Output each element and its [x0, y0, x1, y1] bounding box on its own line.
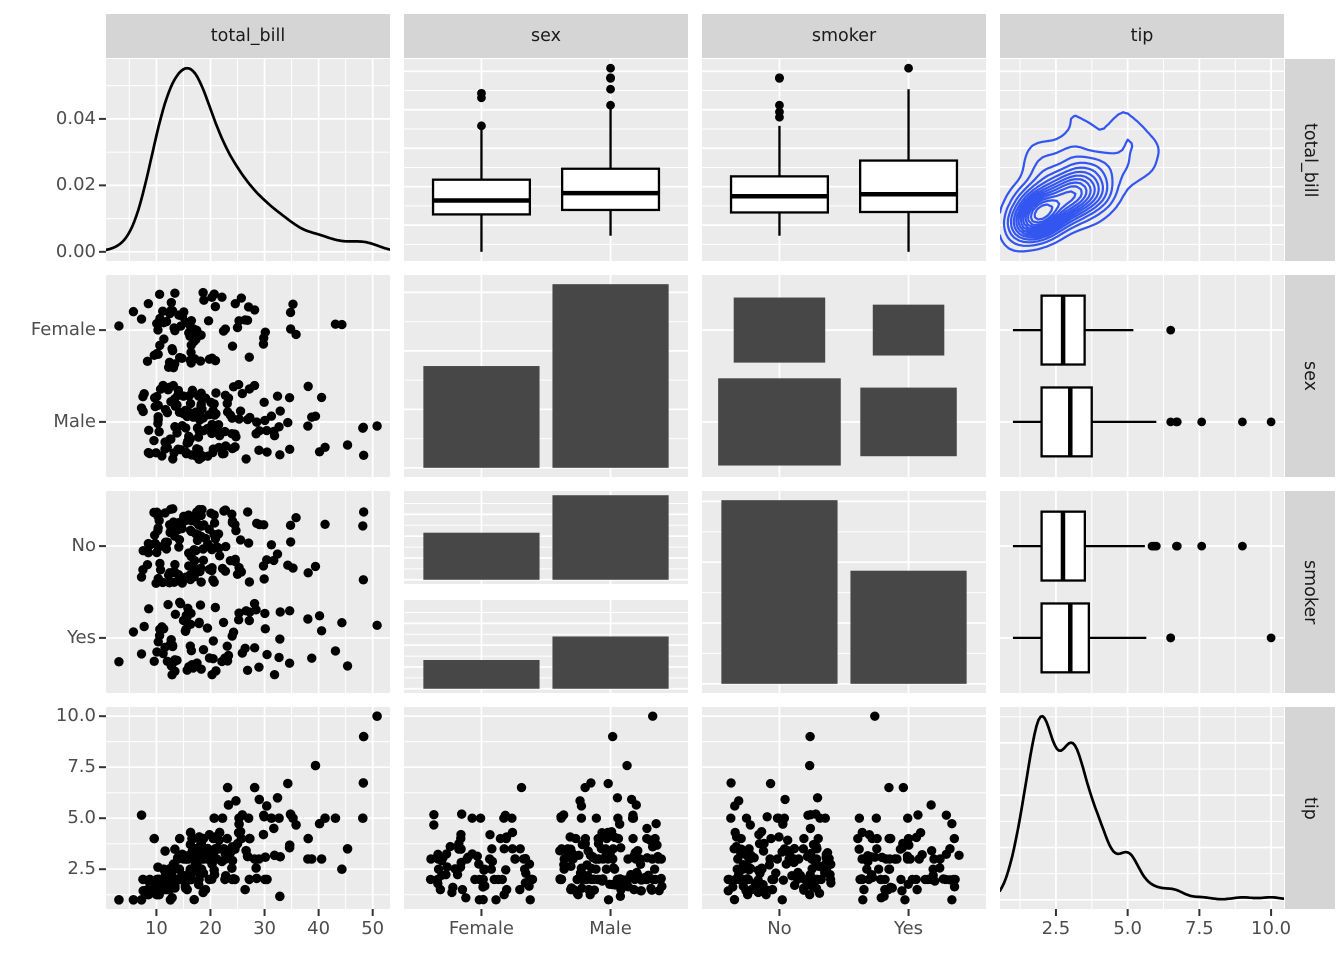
strip-top-sex: sex — [404, 14, 688, 58]
axis-tick-label: 50 — [361, 918, 385, 939]
axis-tick-label: No — [71, 535, 96, 557]
axis-tick-label: 2.5 — [1041, 918, 1071, 939]
panel-smoker-sex-count-rects — [702, 275, 986, 477]
strip-right-total-bill: total_bill — [1285, 59, 1335, 261]
panel-tip-by-smoker-jitter — [702, 707, 986, 909]
axis-tick-label: Male — [589, 918, 632, 939]
panel-densitytotalbill — [106, 59, 390, 261]
panel-smoker-bar-counts — [702, 491, 986, 693]
axis-tick-label: Female — [448, 918, 514, 939]
panel-tip-by-smoker-boxplots — [1000, 491, 1284, 693]
axis-tick-label: 5.0 — [67, 807, 96, 829]
axis-tick-label: 0.02 — [55, 174, 96, 196]
strip-right-sex: sex — [1285, 275, 1335, 477]
strip-label: sex — [531, 26, 561, 46]
strip-label: smoker — [1300, 559, 1320, 625]
strip-top-tip: tip — [1000, 14, 1284, 58]
panel-sex-bar-counts — [404, 275, 688, 477]
panel-sex-counts-faceted-by-smoker — [404, 491, 688, 693]
axis-tick-label: 40 — [307, 918, 331, 939]
panel-density-tip — [1000, 707, 1284, 909]
strip-right-smoker: smoker — [1285, 491, 1335, 693]
axis-tick-label: Female — [30, 319, 96, 341]
panel-tip-by-sex-boxplots — [1000, 275, 1284, 477]
axis-tick-label: 0.04 — [55, 107, 96, 129]
strip-label: sex — [1300, 361, 1320, 391]
panel-totalbill-by-smoker-boxplots — [702, 59, 986, 261]
axis-tick-label: 7.5 — [1185, 918, 1214, 939]
panel-tip-totalbill-density-contour — [1000, 59, 1284, 261]
panel-totalbill-by-smoker-jitter — [106, 491, 390, 693]
axis-tick-label: 2.5 — [67, 858, 96, 880]
axis-tick-label: 0.00 — [55, 240, 96, 262]
axis-tick-label: 5.0 — [1113, 918, 1142, 939]
panel-totalbill-by-sex-jitter — [106, 275, 390, 477]
panel-totalbill-vs-tip-scatter — [106, 707, 390, 909]
strip-label: total_bill — [210, 26, 286, 46]
strip-label: tip — [1300, 796, 1320, 820]
axis-tick-label: 10.0 — [55, 705, 96, 727]
axis-tick-label: No — [767, 918, 792, 939]
strip-label: tip — [1130, 26, 1154, 46]
strip-top-smoker: smoker — [702, 14, 986, 58]
axis-tick-label: Yes — [894, 918, 924, 939]
strip-right-tip: tip — [1285, 707, 1335, 909]
axis-tick-label: 20 — [199, 918, 222, 939]
panel-tip-by-sex-jitter — [404, 707, 688, 909]
axis-tick-label: Male — [53, 410, 96, 432]
panel-totalbill-by-sex-boxplots — [404, 59, 688, 261]
axis-tick-label: 30 — [253, 918, 276, 939]
strip-label: smoker — [811, 26, 877, 46]
axis-tick-label: Yes — [66, 626, 96, 648]
axis-tick-label: 10 — [144, 918, 168, 939]
strip-label: total_bill — [1300, 122, 1320, 198]
strip-top-total-bill: total_bill — [106, 14, 390, 58]
axis-tick-label: 10.0 — [1251, 918, 1292, 939]
axis-tick-label: 7.5 — [67, 756, 96, 778]
